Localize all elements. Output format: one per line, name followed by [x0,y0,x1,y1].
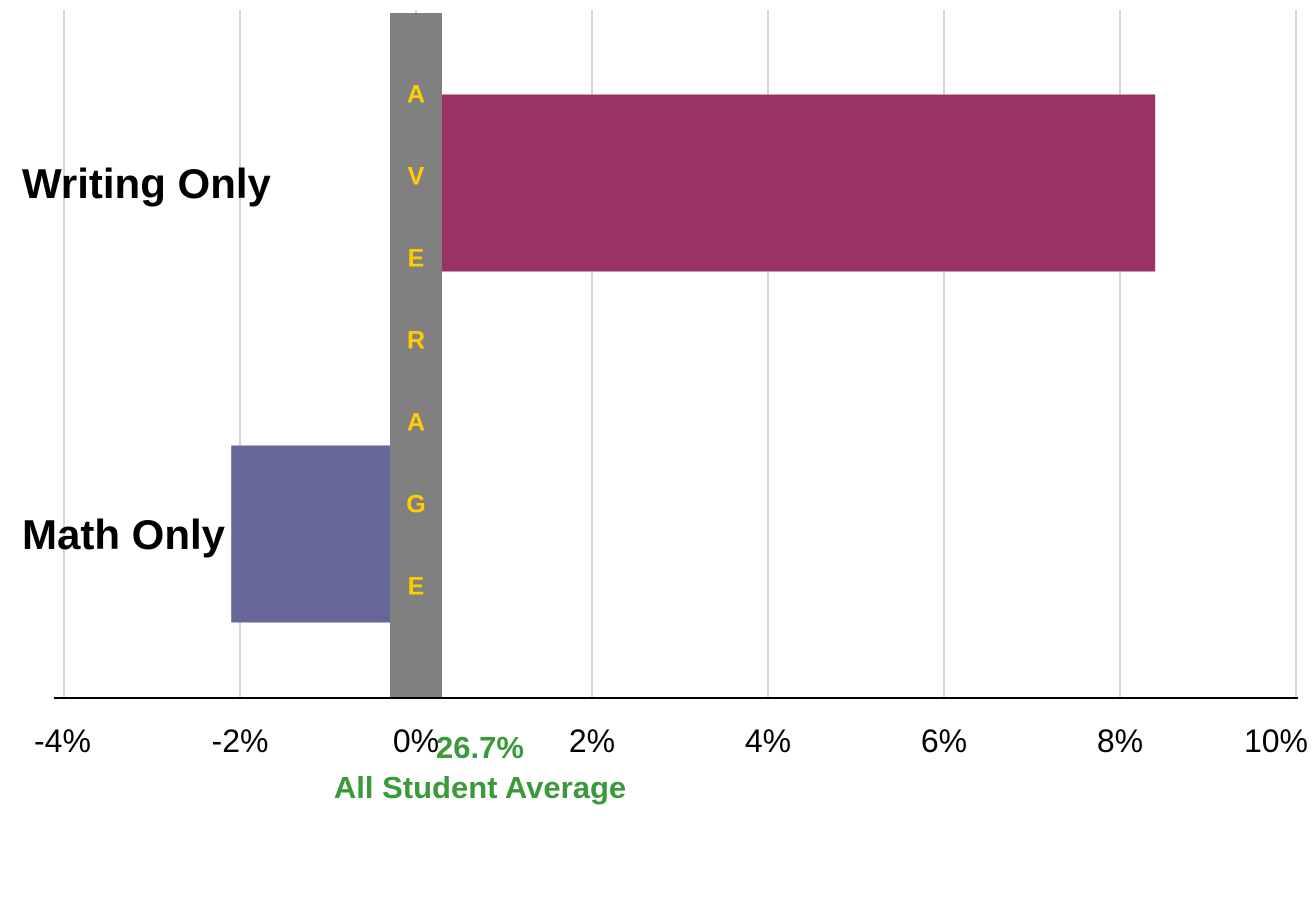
average-caption-label: All Student Average [333,770,627,805]
x-tick-label: 8% [1097,723,1143,759]
average-letter: G [406,491,425,519]
bar-math-only [231,445,416,623]
x-tick-label: -2% [212,723,269,759]
x-tick-label: 4% [745,723,791,759]
category-labels: Writing Only Math Only [22,160,272,558]
category-label: Writing Only [22,160,272,207]
average-letter: E [408,573,425,601]
category-label: Math Only [22,511,226,558]
average-band-rect [390,13,442,698]
average-letter: V [408,163,425,191]
average-letter: R [407,327,425,355]
x-tick-label: 10% [1244,723,1308,759]
average-letter: A [407,409,425,437]
average-letter: E [408,245,425,273]
average-band: A V E R A G E [390,13,442,698]
average-letter: A [407,81,425,109]
x-tick-labels: -4% -2% 0% 2% 4% 6% 8% 10% [34,723,1308,759]
average-value-label: 26.7% [436,730,524,765]
x-tick-label: -4% [34,723,91,759]
bar-writing-only [416,94,1156,272]
x-tick-label: 6% [921,723,967,759]
x-tick-label: 2% [569,723,615,759]
x-tick-label: 0% [393,723,439,759]
bars [231,94,1156,623]
